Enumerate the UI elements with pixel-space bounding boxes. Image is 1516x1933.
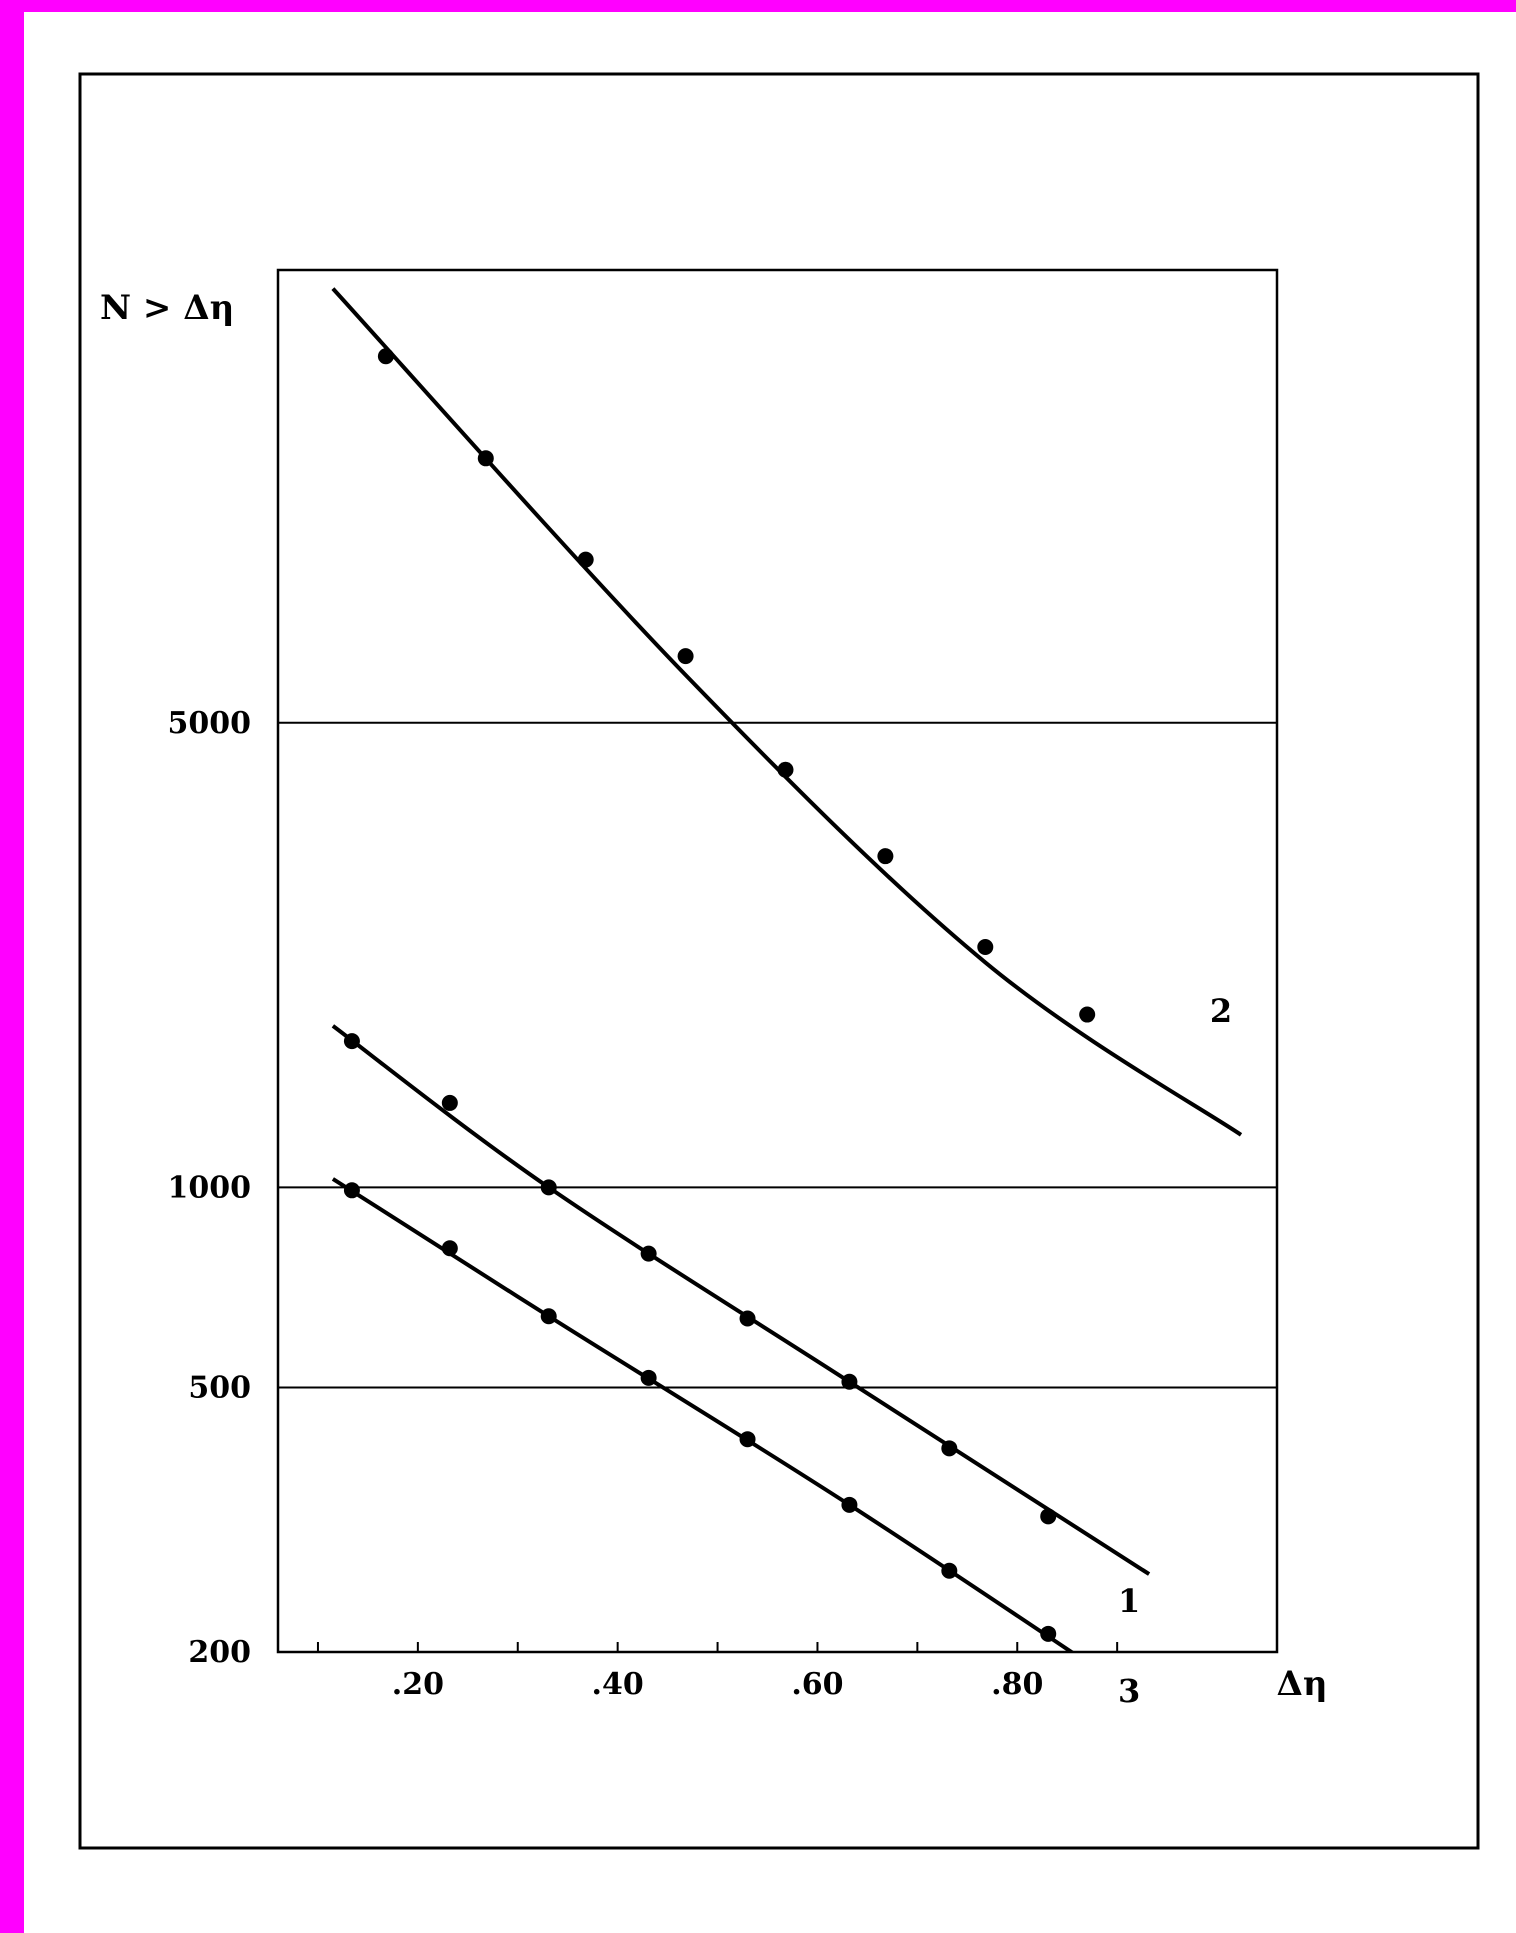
data-point-series-3	[540, 1308, 557, 1325]
x-tick-label: .40	[592, 1667, 644, 1702]
y-tick-label: 500	[188, 1370, 251, 1405]
data-point-series-3	[1040, 1625, 1057, 1642]
data-point-series-3	[343, 1182, 360, 1199]
data-point-series-2	[677, 648, 694, 665]
data-point-series-1	[343, 1033, 360, 1050]
data-point-series-3	[739, 1431, 756, 1448]
chart-canvas: .20 .40 .60 .80 200 500 1000 5000 N > Δη Δη 1 2 3	[24, 12, 1516, 1933]
y-tick-label: 200	[188, 1635, 251, 1670]
data-point-series-2	[1079, 1006, 1096, 1023]
data-point-series-2	[877, 848, 894, 865]
series-label-1: 1	[1118, 1582, 1140, 1620]
data-point-series-1	[841, 1373, 858, 1390]
plot-frame	[276, 268, 1279, 1654]
data-point-series-2	[577, 551, 594, 568]
data-point-series-1	[441, 1094, 458, 1111]
data-point-series-1	[941, 1440, 958, 1457]
series-label-3: 3	[1118, 1672, 1140, 1710]
data-point-series-3	[441, 1240, 458, 1257]
y-tick-label: 5000	[168, 706, 252, 741]
series-line-1	[331, 1024, 1151, 1576]
outer-frame	[78, 72, 1480, 1850]
x-tick-label: .80	[991, 1667, 1043, 1702]
line-chart: .20 .40 .60 .80 200 500 1000 5000 N > Δη Δη 1 2 3	[78, 72, 1480, 1850]
data-point-series-3	[841, 1496, 858, 1513]
data-point-series-1	[1040, 1508, 1057, 1525]
series-label-2: 2	[1210, 992, 1232, 1030]
data-point-series-1	[640, 1245, 657, 1262]
data-point-series-3	[941, 1562, 958, 1579]
series-line-3	[331, 1177, 1076, 1652]
data-point-series-1	[739, 1310, 756, 1327]
data-point-series-2	[377, 348, 394, 365]
x-tick-label: .20	[392, 1667, 444, 1702]
data-point-series-2	[477, 450, 494, 467]
data-point-series-2	[977, 938, 994, 955]
data-point-series-3	[640, 1369, 657, 1386]
data-point-series-2	[777, 761, 794, 778]
x-axis-label: Δη	[1276, 1664, 1327, 1704]
data-point-series-1	[540, 1179, 557, 1196]
y-axis-label: N > Δη	[100, 288, 234, 328]
y-tick-label: 1000	[168, 1170, 252, 1205]
x-tick-label: .60	[791, 1667, 843, 1702]
series-line-2	[331, 287, 1243, 1137]
